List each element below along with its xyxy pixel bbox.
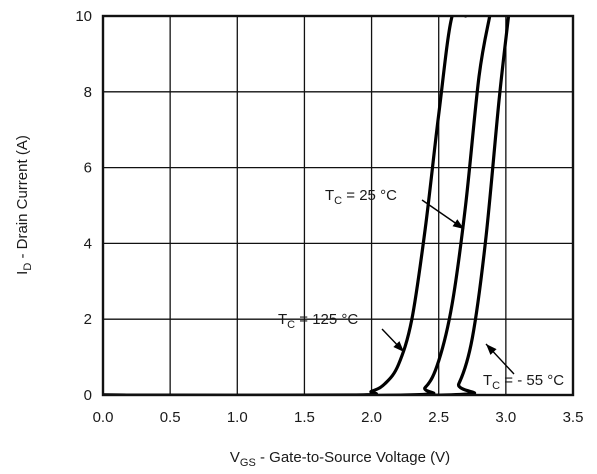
y-tick-labels: 0 2 4 6 8 10 [75, 8, 92, 404]
y-tick-label: 8 [84, 84, 92, 101]
x-tick-label: 0.0 [93, 409, 114, 426]
leader-25c-arrowhead [452, 219, 464, 229]
curve-minus55c [103, 16, 511, 395]
series-label-25c: TC = 25 °C [325, 187, 397, 207]
y-tick-label: 2 [84, 311, 92, 328]
series-label-minus55c: TC = - 55 °C [483, 372, 564, 392]
series-label-125c: TC = 125 °C [278, 311, 358, 331]
y-tick-label: 6 [84, 160, 92, 177]
x-tick-labels: 0.0 0.5 1.0 1.5 2.0 2.5 3.0 3.5 [93, 409, 584, 426]
leader-minus55c-arrowhead [486, 344, 497, 355]
annotation-leaders [381, 199, 515, 375]
x-tick-label: 1.5 [294, 409, 315, 426]
curve-125c [103, 16, 468, 395]
plot-frame [101, 14, 575, 397]
x-tick-label: 2.5 [428, 409, 449, 426]
x-axis-label: VGS - Gate-to-Source Voltage (V) [230, 449, 450, 469]
curve-25c [103, 16, 492, 395]
x-tick-label: 3.0 [495, 409, 516, 426]
leader-125c-arrowhead [393, 341, 404, 352]
x-tick-label: 0.5 [160, 409, 181, 426]
x-tick-label: 1.0 [227, 409, 248, 426]
y-tick-label: 10 [75, 8, 92, 25]
x-tick-label: 3.5 [563, 409, 584, 426]
curves [103, 16, 511, 395]
x-tick-label: 2.0 [361, 409, 382, 426]
y-tick-label: 4 [84, 235, 92, 252]
y-tick-label: 0 [84, 387, 92, 404]
y-axis-label: ID - Drain Current (A) [14, 135, 34, 275]
